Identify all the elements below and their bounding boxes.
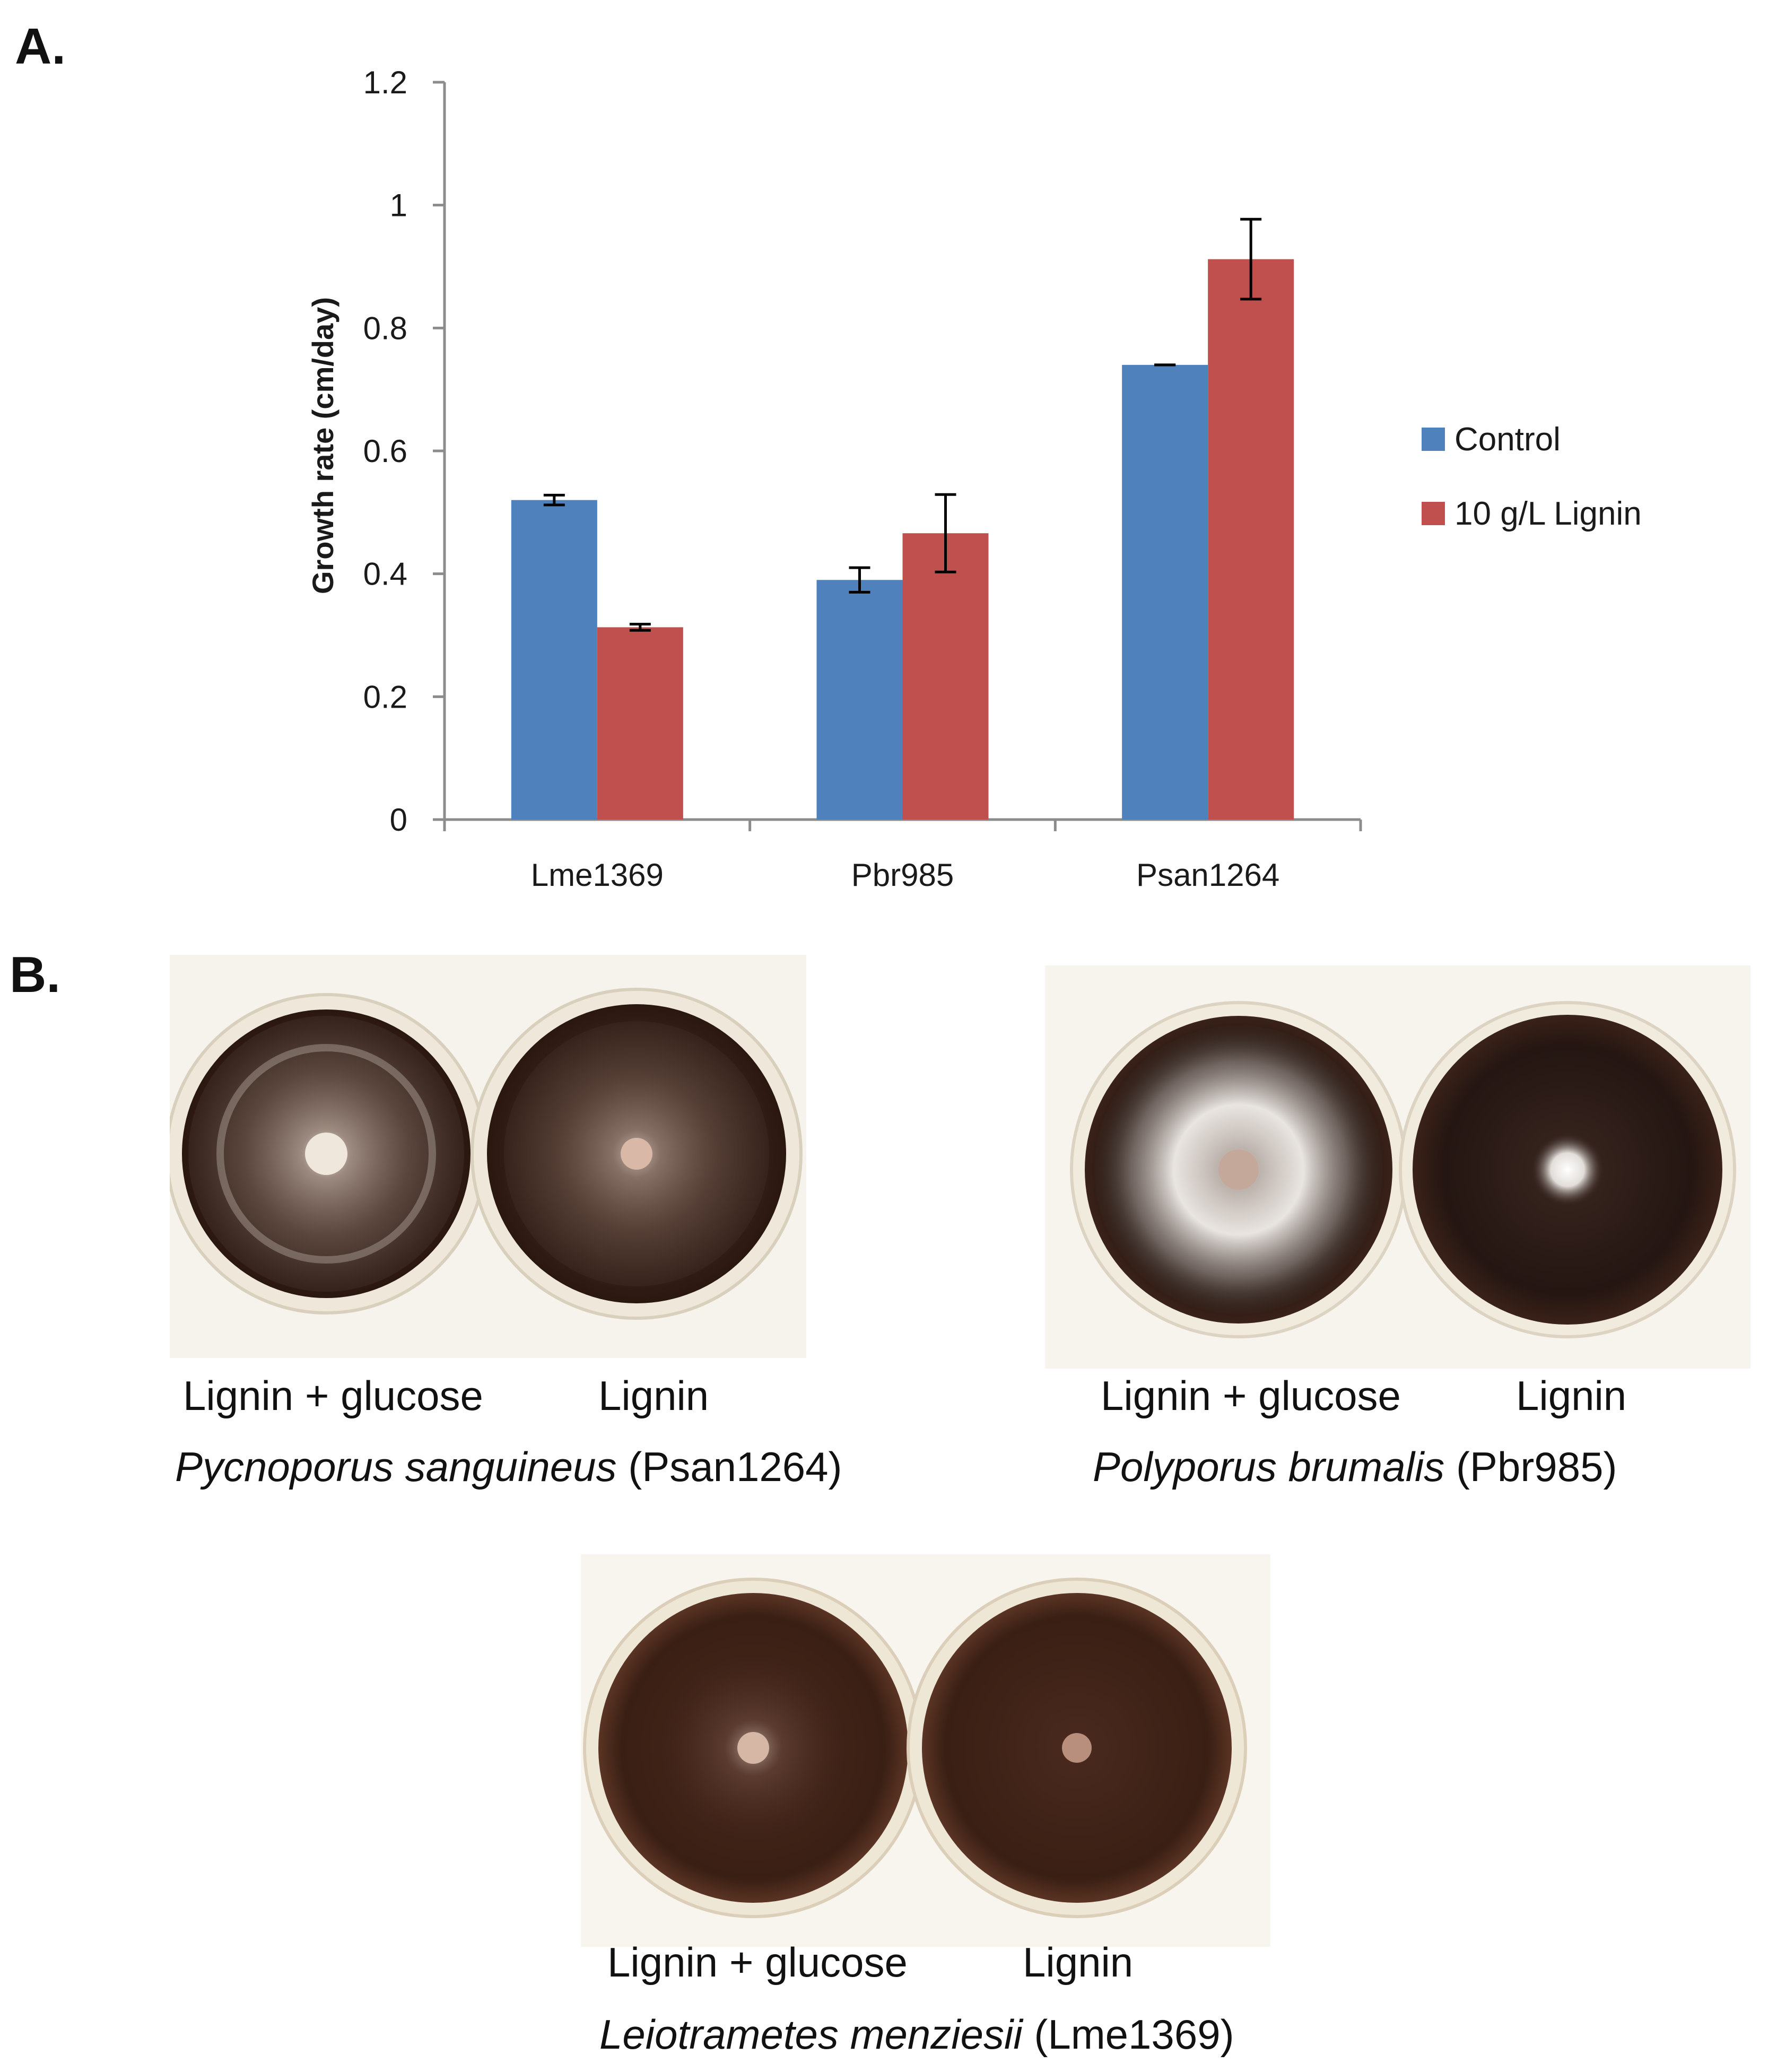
- species-name-2: Polyporus brumalis: [1093, 1443, 1445, 1490]
- x-tick-label: Psan1264: [1136, 857, 1279, 893]
- strain-1: (Psan1264): [628, 1443, 842, 1490]
- bar-10-g-l-lignin-lme1369: [597, 627, 683, 820]
- bar-10-g-l-lignin-psan1264: [1208, 259, 1294, 820]
- y-tick-label: 0.4: [363, 556, 407, 592]
- panel-label-b: B.: [10, 946, 60, 1003]
- y-axis: 0 0.2 0.4 0.6 0.8 1 1.2: [363, 65, 446, 838]
- mycelium: [1530, 1133, 1605, 1207]
- bars: [511, 259, 1294, 820]
- inoculum-center: [1062, 1733, 1092, 1763]
- y-axis-title: Growth rate (cm/day): [306, 297, 339, 594]
- photo-psan1264: [165, 955, 806, 1361]
- y-tick-label: 0.2: [363, 679, 407, 715]
- y-tick-label: 0: [390, 802, 407, 838]
- caption-left-3: Lignin + glucose: [607, 1939, 908, 1986]
- bar-control-psan1264: [1122, 364, 1208, 820]
- caption-right-1: Lignin: [598, 1372, 709, 1419]
- caption-right-3: Lignin: [1023, 1939, 1134, 1986]
- legend-swatch: [1422, 502, 1445, 525]
- bar-10-g-l-lignin-pbr985: [902, 533, 989, 820]
- species-name-3: Leiotrametes menziesii: [599, 2011, 1023, 2058]
- photo-lme1369: [581, 1554, 1270, 1949]
- y-tick-label: 1: [390, 188, 407, 223]
- species-caption-2: Polyporus brumalis (Pbr985): [1093, 1446, 1617, 1487]
- strain-3: (Lme1369): [1034, 2011, 1234, 2058]
- bar-control-lme1369: [511, 500, 597, 820]
- legend-label: Control: [1454, 421, 1561, 458]
- photo-pbr985: [1045, 965, 1750, 1371]
- panel-label-a: A.: [15, 18, 66, 75]
- caption-left-2: Lignin + glucose: [1101, 1372, 1401, 1419]
- legend-swatch: [1422, 428, 1445, 451]
- inoculum-center: [1218, 1150, 1259, 1190]
- y-tick-label: 1.2: [363, 65, 407, 100]
- petri-dish-pair: [1045, 965, 1750, 1369]
- petri-dish-pair: [581, 1554, 1270, 1947]
- inoculum-center: [737, 1732, 769, 1764]
- petri-dish-pair: [165, 955, 806, 1358]
- growth-rate-bar-chart: 00.20.40.60.811.2 Lme1369 Pbr985 Psan1264 …: [306, 65, 1642, 893]
- strain-2: (Pbr985): [1456, 1443, 1617, 1490]
- legend: Control 10 g/L Lignin: [1422, 421, 1642, 532]
- species-caption-3: Leiotrametes menziesii (Lme1369): [599, 2014, 1234, 2055]
- inoculum-center: [621, 1138, 652, 1170]
- x-tick-label: Pbr985: [851, 857, 954, 893]
- caption-right-2: Lignin: [1516, 1372, 1627, 1419]
- bar-control-pbr985: [816, 580, 903, 820]
- species-name-1: Pycnoporus sanguineus: [175, 1443, 617, 1490]
- x-tick-label: Lme1369: [531, 857, 664, 893]
- y-tick-label: 0.6: [363, 433, 407, 469]
- legend-label: 10 g/L Lignin: [1454, 495, 1642, 532]
- error-bars: [543, 217, 1262, 632]
- species-caption-1: Pycnoporus sanguineus (Psan1264): [175, 1446, 842, 1487]
- y-tick-label: 0.8: [363, 310, 407, 346]
- caption-left-1: Lignin + glucose: [183, 1372, 483, 1419]
- x-axis: Lme1369 Pbr985 Psan1264: [443, 818, 1362, 893]
- inoculum-center: [305, 1133, 347, 1175]
